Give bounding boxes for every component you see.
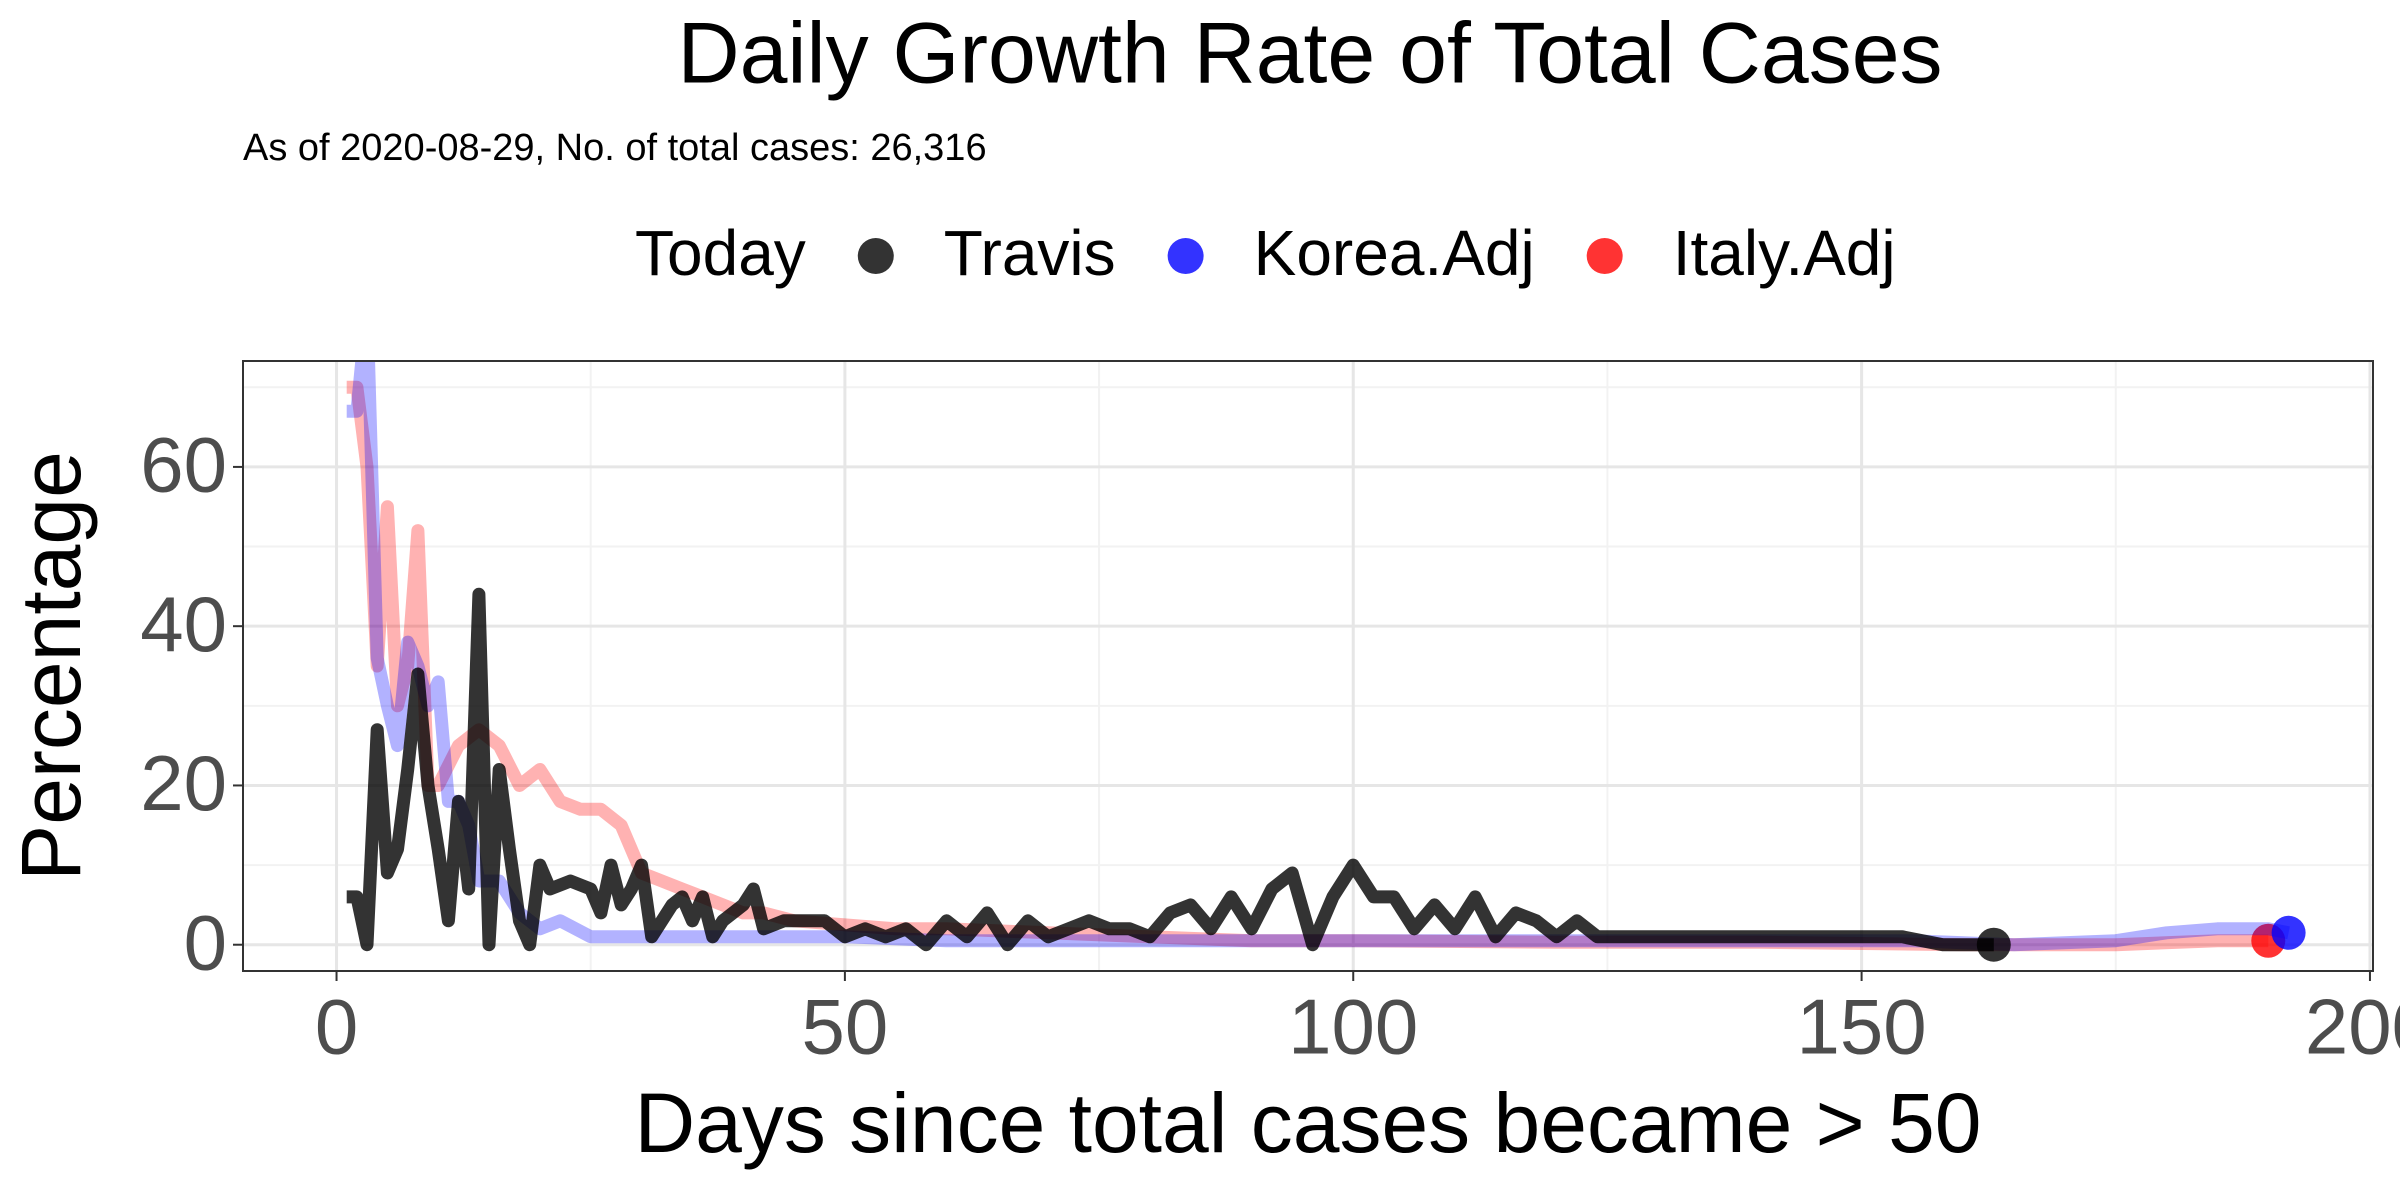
- x-tick-label: 200: [2305, 983, 2400, 1071]
- legend-marker: [1167, 238, 1204, 274]
- legend-marker: [1586, 238, 1623, 274]
- chart-subtitle: As of 2020-08-29, No. of total cases: 26…: [243, 127, 987, 169]
- chart-title: Daily Growth Rate of Total Cases: [677, 6, 1942, 102]
- y-tick-label: 60: [140, 421, 227, 509]
- x-tick-label: 0: [315, 983, 358, 1071]
- x-tick-label: 150: [1797, 983, 1927, 1071]
- y-tick-label: 0: [184, 898, 227, 986]
- x-axis-title: Days since total cases became > 50: [634, 1076, 1981, 1170]
- today-point: [2271, 915, 2306, 950]
- x-tick-label: 100: [1288, 983, 1418, 1071]
- legend-label: Travis: [944, 217, 1116, 289]
- legend-marker: [857, 238, 894, 274]
- legend-title: Today: [635, 217, 806, 289]
- x-tick-label: 50: [802, 983, 889, 1071]
- today-point: [1976, 927, 2011, 962]
- y-tick-label: 20: [140, 739, 227, 827]
- y-tick-label: 40: [140, 580, 227, 668]
- series-line: [346, 587, 1994, 952]
- series-line: [346, 380, 2269, 952]
- y-axis-title: Percentage: [4, 451, 98, 881]
- legend-label: Korea.Adj: [1254, 217, 1535, 289]
- legend: Today Travis Korea.Adj Italy.Adj: [635, 217, 1896, 289]
- panel-border: [242, 360, 2374, 972]
- legend-label: Italy.Adj: [1673, 217, 1896, 289]
